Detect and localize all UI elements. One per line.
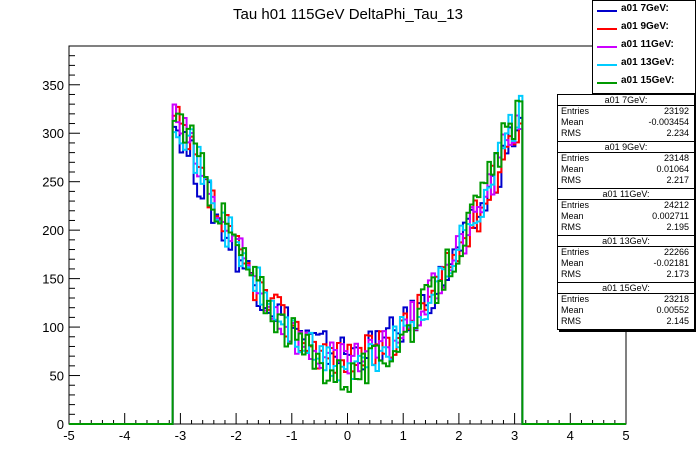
stat-value: 22266 <box>663 247 689 257</box>
stat-value: 23218 <box>663 294 689 304</box>
stat-row: Mean -0.02181 <box>561 258 689 269</box>
x-tick-label: 0 <box>344 428 351 443</box>
legend-swatch <box>597 10 617 12</box>
stat-box: a01 13GeV: Entries 22266 Mean -0.02181 RMS 2.1… <box>557 235 695 283</box>
legend-entry: a01 13GeV: <box>593 56 695 73</box>
stat-value: 2.217 <box>666 175 689 185</box>
x-tick-label: 5 <box>622 428 629 443</box>
stat-key: Mean <box>561 117 584 127</box>
stat-key: Mean <box>561 305 584 315</box>
legend-label: a01 15GeV: <box>621 75 675 86</box>
stat-box: a01 15GeV: Entries 23218 Mean 0.00552 RMS 2.14… <box>557 282 695 330</box>
stat-box: a01 7GeV: Entries 23192 Mean -0.003454 RMS 2.2… <box>557 94 695 142</box>
legend-entry: a01 11GeV: <box>593 38 695 55</box>
stat-box-title: a01 7GeV: <box>558 95 694 106</box>
stat-row: RMS 2.145 <box>561 316 689 327</box>
x-tick-label: -1 <box>286 428 298 443</box>
y-tick-label: 150 <box>42 272 64 287</box>
legend-entry: a01 15GeV: <box>593 74 695 91</box>
stat-value: 2.173 <box>666 269 689 279</box>
stat-key: RMS <box>561 269 581 279</box>
stat-box-title: a01 11GeV: <box>558 189 694 200</box>
legend-swatch <box>597 82 617 84</box>
stat-row: Entries 22266 <box>561 247 689 258</box>
stat-key: Mean <box>561 164 584 174</box>
legend-swatch <box>597 28 617 30</box>
stat-key: Entries <box>561 294 590 304</box>
legend-label: a01 11GeV: <box>621 39 674 50</box>
series-line-3 <box>69 103 626 425</box>
stat-row: Entries 24212 <box>561 200 689 211</box>
legend: a01 7GeV: a01 9GeV: a01 11GeV: a01 13GeV: a0… <box>592 0 696 94</box>
y-tick-label: 200 <box>42 223 64 238</box>
x-tick-label: 3 <box>511 428 518 443</box>
y-tick-label: 0 <box>57 417 64 432</box>
y-tick-label: 100 <box>42 320 64 335</box>
legend-label: a01 9GeV: <box>621 21 669 32</box>
stat-value: 23192 <box>663 106 689 116</box>
y-tick-label: 250 <box>42 175 64 190</box>
stat-box: a01 11GeV: Entries 24212 Mean 0.002711 RMS 2.1… <box>557 188 695 236</box>
series-line-1 <box>69 116 626 425</box>
stat-box-title: a01 15GeV: <box>558 283 694 294</box>
legend-label: a01 13GeV: <box>621 57 675 68</box>
stat-row: RMS 2.217 <box>561 175 689 186</box>
stat-value: 0.01064 <box>656 164 689 174</box>
x-tick-label: -3 <box>175 428 187 443</box>
stat-key: Entries <box>561 247 590 257</box>
legend-entry: a01 7GeV: <box>593 2 695 19</box>
stat-value: 2.145 <box>666 316 689 326</box>
x-tick-label: 1 <box>400 428 407 443</box>
chart-title: Tau h01 115GeV DeltaPhi_Tau_13 <box>233 6 463 23</box>
y-tick-label: 350 <box>42 78 64 93</box>
legend-swatch <box>597 46 617 48</box>
stat-row: Entries 23192 <box>561 106 689 117</box>
stat-row: Mean 0.002711 <box>561 211 689 222</box>
stat-row: RMS 2.234 <box>561 128 689 139</box>
stat-key: RMS <box>561 175 581 185</box>
stat-key: Mean <box>561 211 584 221</box>
stat-value: 23148 <box>663 153 689 163</box>
stat-key: Entries <box>561 106 590 116</box>
legend-entry: a01 9GeV: <box>593 20 695 37</box>
x-tick-label: 2 <box>455 428 462 443</box>
stat-key: RMS <box>561 316 581 326</box>
stat-key: RMS <box>561 222 581 232</box>
x-tick-label: 4 <box>567 428 574 443</box>
stat-row: RMS 2.173 <box>561 269 689 280</box>
stat-value: 2.195 <box>666 222 689 232</box>
series-line-2 <box>69 105 626 425</box>
stat-row: Mean 0.00552 <box>561 305 689 316</box>
stat-key: RMS <box>561 128 581 138</box>
series-line-4 <box>69 94 626 425</box>
stat-key: Entries <box>561 153 590 163</box>
legend-label: a01 7GeV: <box>621 3 669 14</box>
legend-swatch <box>597 64 617 66</box>
stat-value: 24212 <box>663 200 689 210</box>
stat-box-title: a01 9GeV: <box>558 142 694 153</box>
stat-value: 0.00552 <box>656 305 689 315</box>
stat-key: Mean <box>561 258 584 268</box>
stat-value: -0.02181 <box>653 258 689 268</box>
stat-box-title: a01 13GeV: <box>558 236 694 247</box>
x-tick-label: -5 <box>63 428 75 443</box>
stat-row: RMS 2.195 <box>561 222 689 233</box>
y-tick-label: 50 <box>50 369 64 384</box>
stat-row: Mean 0.01064 <box>561 164 689 175</box>
stat-row: Entries 23218 <box>561 294 689 305</box>
stat-value: 2.234 <box>666 128 689 138</box>
stat-box: a01 9GeV: Entries 23148 Mean 0.01064 RMS 2.217 <box>557 141 695 189</box>
y-tick-label: 300 <box>42 126 64 141</box>
stat-key: Entries <box>561 200 590 210</box>
x-tick-label: -2 <box>230 428 242 443</box>
series-line-5 <box>69 99 626 425</box>
stat-row: Mean -0.003454 <box>561 117 689 128</box>
stat-value: 0.002711 <box>652 211 689 221</box>
stat-value: -0.003454 <box>648 117 689 127</box>
x-tick-label: -4 <box>119 428 131 443</box>
stat-row: Entries 23148 <box>561 153 689 164</box>
